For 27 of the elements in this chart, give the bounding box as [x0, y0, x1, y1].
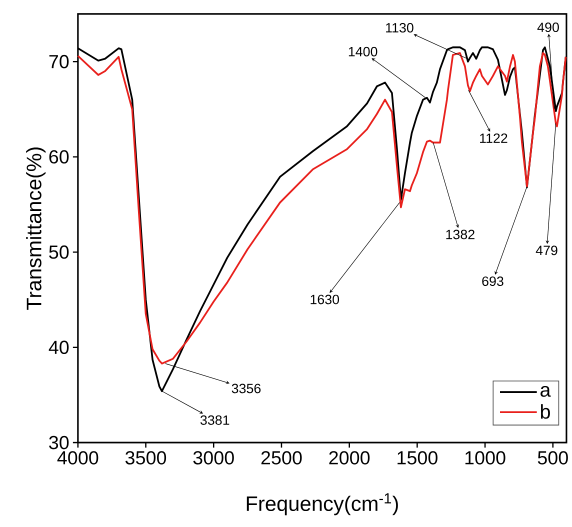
y-tick-label: 60 — [49, 150, 69, 164]
annotation: 1382 — [446, 230, 474, 240]
y-axis-title: Transmittance(%) — [26, 148, 46, 310]
annotation: 1400 — [348, 47, 378, 57]
x-axis-title: Frequency(cm$^{-1}$) — [246, 494, 398, 516]
legend-label: a — [540, 386, 551, 398]
annotation: 3381 — [200, 416, 230, 426]
annotation: 1630 — [310, 294, 340, 304]
x-tick-label: 1000 — [465, 451, 506, 465]
x-tick-label: 3000 — [193, 451, 234, 465]
y-tick-label: 50 — [49, 246, 69, 260]
y-tick-label: 30 — [49, 436, 69, 450]
annotation: 1130 — [386, 23, 414, 33]
annotation: 693 — [482, 276, 504, 286]
x-tick-label: 2500 — [261, 451, 302, 465]
y-tick-label: 70 — [49, 55, 69, 69]
x-tick-label: 4000 — [57, 451, 98, 465]
x-tick-label: 500 — [538, 451, 568, 465]
annotation: 1122 — [480, 134, 508, 144]
annotation: 479 — [536, 246, 558, 256]
x-tick-label: 3500 — [125, 451, 166, 465]
annotation: 3356 — [232, 384, 261, 394]
x-tick-label: 2000 — [329, 451, 370, 465]
annotation: 490 — [537, 22, 559, 32]
x-tick-label: 1500 — [398, 451, 438, 465]
legend-label: b — [540, 404, 550, 420]
y-tick-label: 40 — [48, 340, 69, 354]
